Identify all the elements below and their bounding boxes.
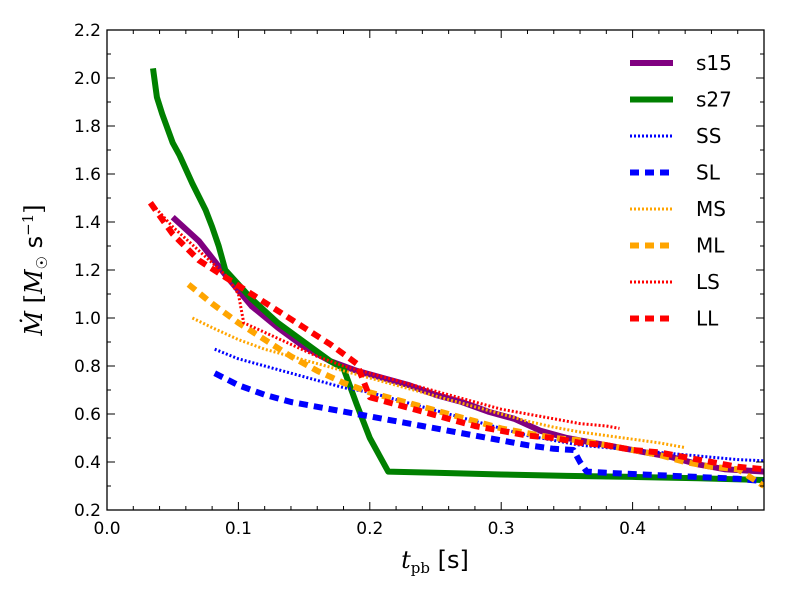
y-tick-label: 0.2: [74, 501, 101, 521]
x-tick-label: 0.4: [619, 519, 646, 539]
y-tick-label: 1.6: [74, 165, 101, 185]
series-line-ml: [186, 282, 764, 489]
legend-label-sl: SL: [696, 161, 721, 185]
y-axis-label: Ṁ [M☉ s−1]: [19, 204, 51, 336]
y-tick-label: 1.0: [74, 309, 101, 329]
x-axis-label: tpb [s]: [401, 546, 469, 577]
y-tick-label: 0.8: [74, 357, 101, 377]
x-tick-label: 0.1: [225, 519, 252, 539]
legend-label-s15: s15: [696, 51, 732, 75]
series-layer: [147, 67, 764, 489]
x-tick-label: 0.0: [93, 519, 120, 539]
series-line-ll: [147, 201, 764, 473]
legend-label-ls: LS: [696, 270, 720, 294]
y-tick-label: 0.4: [74, 453, 101, 473]
x-tick-label: 0.3: [488, 519, 515, 539]
y-tick-label: 1.2: [74, 261, 101, 281]
legend-label-ms: MS: [696, 197, 726, 221]
legend-label-s27: s27: [696, 88, 732, 112]
legend: s15 s27 SS SL MS ML LS LL: [630, 51, 732, 331]
legend-label-ml: ML: [696, 234, 725, 258]
x-tick-label: 0.2: [356, 519, 383, 539]
y-tick-label: 1.8: [74, 117, 101, 137]
legend-label-ll: LL: [696, 307, 719, 331]
y-tick-label: 0.6: [74, 405, 101, 425]
series-line-sl: [213, 370, 764, 485]
series-line-s27: [150, 67, 764, 483]
legend-label-ss: SS: [696, 124, 721, 148]
series-line-ss: [214, 347, 764, 463]
tick-layer: 0.0 0.1 0.2 0.3 0.4 0.2 0.4 0.6 0.8 1.0 1.2 1.4 1.6 1…: [74, 21, 764, 539]
y-tick-label: 2.0: [74, 69, 101, 89]
y-tick-label: 2.2: [74, 21, 101, 41]
y-tick-label: 1.4: [74, 213, 101, 233]
